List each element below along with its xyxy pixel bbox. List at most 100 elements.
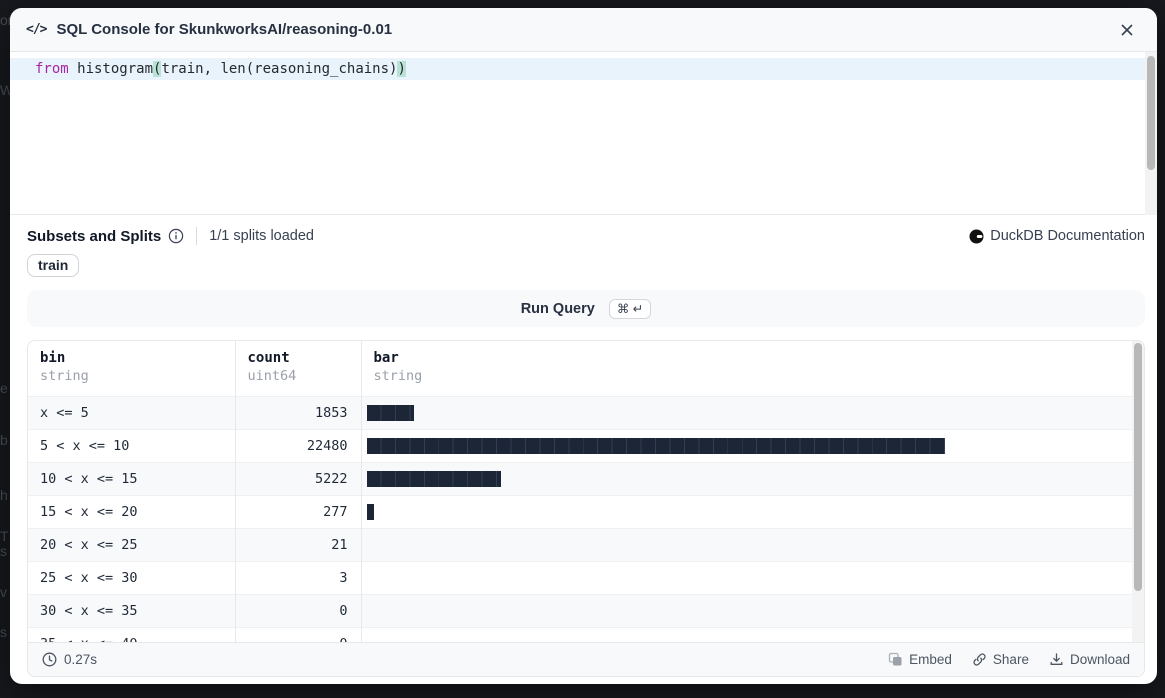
- histogram-bar: [366, 404, 415, 421]
- cell-bin: 35 < x <= 40: [28, 627, 235, 642]
- column-header-bar[interactable]: bar string: [360, 341, 1134, 396]
- column-name: bin: [40, 350, 66, 366]
- cell-count: 3: [234, 561, 361, 594]
- column-name: count: [247, 350, 290, 366]
- backdrop-text-fragment: h: [0, 487, 8, 503]
- column-type: uint64: [247, 368, 297, 384]
- cell-bar: [360, 495, 1134, 528]
- cell-count: 22480: [234, 429, 361, 462]
- editor-scrollbar-thumb[interactable]: [1147, 56, 1155, 170]
- editor-scrollbar[interactable]: [1145, 52, 1157, 215]
- close-icon[interactable]: [1113, 16, 1141, 44]
- run-query-button[interactable]: Run Query ⌘ ↵: [27, 290, 1145, 327]
- column-type: string: [40, 368, 89, 384]
- backdrop-text-fragment: orn: [0, 12, 12, 28]
- info-icon[interactable]: [168, 228, 184, 244]
- run-query-label: Run Query: [520, 300, 595, 317]
- cell-bar: [360, 627, 1134, 642]
- cell-count: 277: [234, 495, 361, 528]
- run-query-shortcut: ⌘ ↵: [608, 298, 652, 319]
- table-row[interactable]: 30 < x <= 35 0: [28, 594, 1134, 627]
- download-button[interactable]: Download: [1049, 652, 1130, 667]
- sql-console-modal: </> SQL Console for SkunkworksAI/reasoni…: [10, 8, 1157, 684]
- cell-bar: [360, 561, 1134, 594]
- splits-heading: Subsets and Splits: [27, 227, 162, 245]
- duckdb-documentation-link[interactable]: DuckDB Documentation: [969, 228, 1145, 244]
- column-name: bar: [373, 350, 399, 366]
- cell-bin: 25 < x <= 30: [40, 569, 138, 586]
- table-row[interactable]: 5 < x <= 10 22480: [28, 429, 1134, 462]
- modal-title: SQL Console for SkunkworksAI/reasoning-0…: [56, 21, 393, 38]
- histogram-bar: [366, 437, 945, 454]
- split-badge-train[interactable]: train: [27, 254, 80, 277]
- table-row[interactable]: 20 < x <= 25 21: [28, 528, 1134, 561]
- cell-bar: [360, 462, 1134, 495]
- cell-bar: [360, 429, 1134, 462]
- results-table: bin string count uint64 bar string x <= 5 1853…: [28, 341, 1134, 642]
- cell-count: 21: [234, 528, 361, 561]
- backdrop-text-fragment: b: [0, 432, 8, 448]
- cell-bin: 30 < x <= 35: [40, 602, 138, 619]
- cell-bin: 10 < x <= 15: [40, 470, 138, 487]
- sql-editor[interactable]: from histogram(train, len(reasoning_chai…: [10, 52, 1157, 215]
- table-row[interactable]: x <= 5 1853: [28, 396, 1134, 429]
- results-table-area: bin string count uint64 bar string x <= 5 1853…: [28, 341, 1144, 642]
- table-header-row: bin string count uint64 bar string: [28, 341, 1134, 396]
- sql-code-line[interactable]: from histogram(train, len(reasoning_chai…: [10, 58, 1157, 80]
- code-token-keyword: from: [35, 61, 69, 77]
- cell-count: 0: [234, 594, 361, 627]
- embed-label: Embed: [909, 652, 952, 667]
- code-token-bracket: (: [153, 61, 162, 77]
- column-type: string: [373, 368, 423, 384]
- backdrop-text-fragment: v: [0, 584, 7, 600]
- table-scrollbar[interactable]: [1132, 341, 1144, 642]
- histogram-bar: [366, 470, 501, 487]
- splits-meta-row: Subsets and Splits 1/1 splits loaded Duc…: [27, 227, 1145, 245]
- meta-divider: [196, 227, 198, 245]
- backdrop-text-fragment: s: [0, 624, 7, 640]
- backdrop-text-fragment: W: [0, 82, 12, 98]
- cell-count: 1853: [234, 396, 361, 429]
- table-scrollbar-thumb[interactable]: [1134, 343, 1142, 591]
- table-row[interactable]: 10 < x <= 15 5222: [28, 462, 1134, 495]
- table-row[interactable]: 35 < x <= 400: [28, 627, 1134, 642]
- cell-bar: [360, 528, 1134, 561]
- duckdb-documentation-label: DuckDB Documentation: [990, 228, 1145, 244]
- cell-bin: x <= 5: [40, 404, 89, 421]
- footer-actions: Embed Share Download: [888, 652, 1130, 667]
- column-header-bin[interactable]: bin string: [28, 341, 235, 396]
- code-token-bracket: ): [397, 61, 406, 77]
- histogram-bar: [366, 503, 374, 520]
- split-badges: train: [27, 254, 1140, 277]
- modal-header: </> SQL Console for SkunkworksAI/reasoni…: [10, 8, 1157, 52]
- embed-icon: [888, 652, 903, 667]
- download-label: Download: [1069, 652, 1130, 667]
- results-footer: 0.27s Embed Share: [28, 642, 1144, 676]
- cell-bin: 5 < x <= 10: [40, 437, 130, 454]
- cell-bar: [360, 396, 1134, 429]
- table-row[interactable]: 25 < x <= 30 3: [28, 561, 1134, 594]
- results-panel: bin string count uint64 bar string x <= 5 1853…: [27, 340, 1145, 677]
- share-label: Share: [992, 652, 1029, 667]
- code-token-plain: train, len(reasoning_chains): [161, 61, 398, 77]
- query-runtime: 0.27s: [42, 652, 97, 667]
- share-button[interactable]: Share: [972, 652, 1029, 667]
- code-token-plain: histogram: [68, 61, 154, 77]
- column-header-count[interactable]: count uint64: [234, 341, 361, 396]
- table-row[interactable]: 15 < x <= 20 277: [28, 495, 1134, 528]
- cell-bin: 20 < x <= 25: [40, 536, 138, 553]
- runtime-value: 0.27s: [64, 652, 98, 667]
- share-link-icon: [972, 652, 987, 667]
- code-brackets-icon: </>: [26, 22, 48, 37]
- backdrop-text-fragment: T: [0, 528, 9, 544]
- splits-loaded-status: 1/1 splits loaded: [209, 228, 314, 244]
- duckdb-logo-icon: [969, 229, 984, 244]
- clock-icon: [42, 652, 57, 667]
- backdrop-text-fragment: e: [0, 380, 8, 396]
- cell-count: 5222: [234, 462, 361, 495]
- cell-count: 0: [234, 627, 361, 642]
- backdrop-text-fragment: s: [0, 543, 7, 559]
- embed-button[interactable]: Embed: [888, 652, 952, 667]
- download-icon: [1049, 652, 1064, 667]
- cell-bin: 15 < x <= 20: [40, 503, 138, 520]
